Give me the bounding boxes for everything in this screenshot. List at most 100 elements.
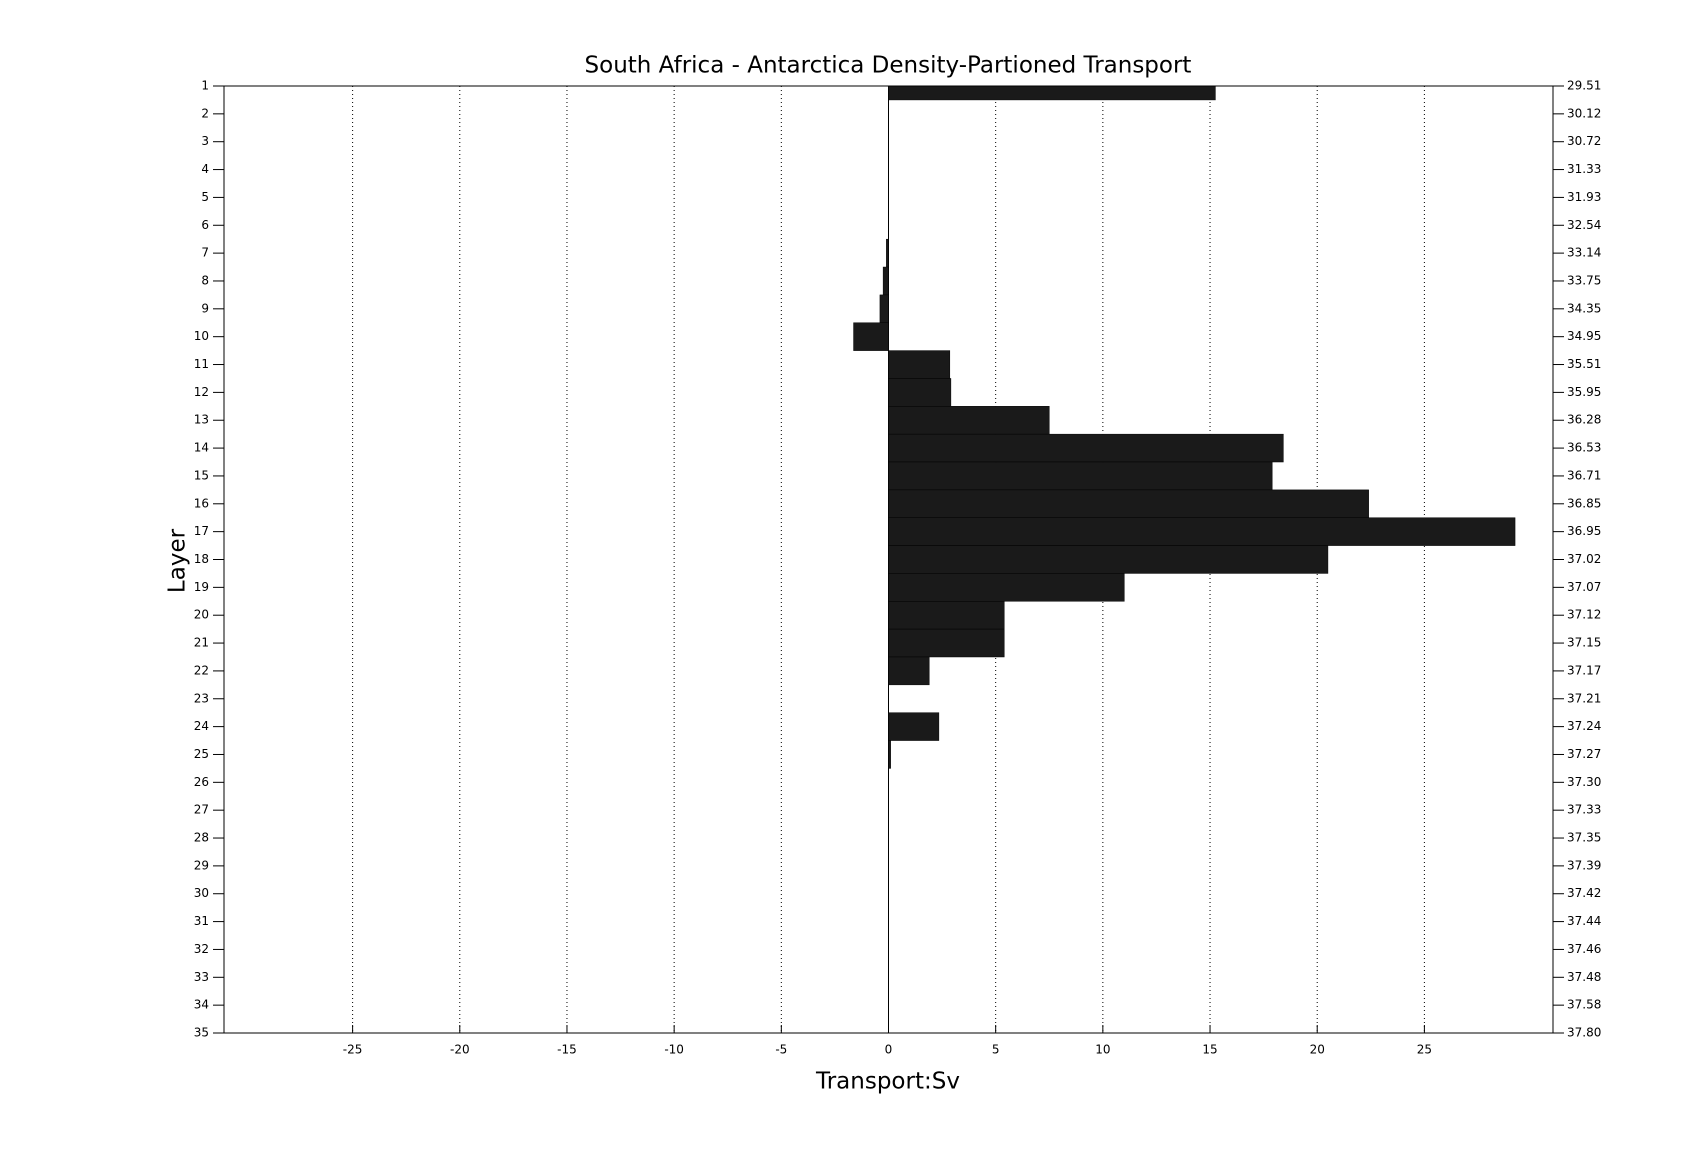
y-tick-label: 31 bbox=[194, 914, 209, 928]
y-tick-label: 13 bbox=[194, 413, 209, 427]
y-tick-label: 10 bbox=[194, 329, 209, 343]
y2-tick-label: 34.95 bbox=[1567, 329, 1601, 343]
bar bbox=[882, 266, 889, 296]
y2-tick-label: 37.44 bbox=[1567, 914, 1601, 928]
x-tick-label: -20 bbox=[450, 1043, 470, 1057]
x-tick-label: 25 bbox=[1417, 1043, 1432, 1057]
y-tick-label: 7 bbox=[201, 246, 209, 260]
y2-tick-label: 37.12 bbox=[1567, 608, 1601, 622]
y2-tick-label: 35.95 bbox=[1567, 385, 1601, 399]
y2-tick-label: 37.58 bbox=[1567, 998, 1601, 1012]
bar bbox=[888, 461, 1273, 491]
y-tick-label: 21 bbox=[194, 636, 209, 650]
y2-tick-label: 34.35 bbox=[1567, 301, 1601, 315]
x-axis-label: Transport:Sv bbox=[815, 1069, 960, 1095]
y-tick-label: 23 bbox=[194, 691, 209, 705]
bar bbox=[888, 601, 1005, 630]
y-tick-label: 8 bbox=[201, 273, 209, 287]
bar bbox=[888, 406, 1050, 435]
bar bbox=[886, 238, 889, 268]
bar bbox=[888, 378, 952, 407]
bar bbox=[888, 545, 1329, 574]
bar bbox=[879, 294, 889, 324]
y-tick-label: 17 bbox=[194, 524, 209, 538]
y2-tick-label: 35.51 bbox=[1567, 357, 1601, 371]
y2-tick-label: 37.33 bbox=[1567, 803, 1601, 817]
bar bbox=[888, 573, 1125, 602]
y-tick-label: 32 bbox=[194, 942, 209, 956]
y2-tick-label: 37.30 bbox=[1567, 775, 1601, 789]
y-tick-label: 34 bbox=[194, 998, 209, 1012]
y2-tick-label: 30.12 bbox=[1567, 106, 1601, 120]
y-tick-label: 19 bbox=[194, 580, 209, 594]
y-tick-label: 6 bbox=[201, 218, 209, 232]
y2-tick-label: 32.54 bbox=[1567, 218, 1601, 232]
y-tick-label: 22 bbox=[194, 663, 209, 677]
y2-tick-label: 30.72 bbox=[1567, 134, 1601, 148]
y-tick-label: 9 bbox=[201, 301, 209, 315]
y2-tick-label: 31.93 bbox=[1567, 190, 1601, 204]
y2-tick-label: 37.35 bbox=[1567, 831, 1601, 845]
y2-tick-label: 36.53 bbox=[1567, 441, 1601, 455]
bar bbox=[888, 350, 951, 379]
y2-tick-label: 33.14 bbox=[1567, 246, 1601, 260]
y2-tick-label: 36.95 bbox=[1567, 524, 1601, 538]
y-tick-label: 12 bbox=[194, 385, 209, 399]
y-axis-label: Layer bbox=[165, 528, 191, 593]
y-tick-label: 4 bbox=[201, 162, 209, 176]
y-tick-label: 26 bbox=[194, 775, 209, 789]
y-tick-label: 24 bbox=[194, 719, 209, 733]
y2-tick-label: 37.46 bbox=[1567, 942, 1601, 956]
y2-tick-label: 37.27 bbox=[1567, 747, 1601, 761]
x-tick-label: 10 bbox=[1095, 1043, 1110, 1057]
y2-tick-label: 36.85 bbox=[1567, 496, 1601, 510]
x-tick-label: -15 bbox=[557, 1043, 577, 1057]
y-tick-label: 35 bbox=[194, 1026, 209, 1040]
y-tick-label: 28 bbox=[194, 831, 209, 845]
y-tick-label: 11 bbox=[194, 357, 209, 371]
bar bbox=[888, 517, 1516, 546]
y-tick-label: 3 bbox=[201, 134, 209, 148]
plot-frame bbox=[223, 85, 1554, 1034]
y2-tick-label: 37.15 bbox=[1567, 636, 1601, 650]
y-tick-label: 2 bbox=[201, 106, 209, 120]
y-tick-label: 1 bbox=[201, 79, 209, 93]
y2-tick-label: 36.71 bbox=[1567, 468, 1601, 482]
x-tick-label: 5 bbox=[992, 1043, 1000, 1057]
y-tick-label: 27 bbox=[194, 803, 209, 817]
x-tick-label: -5 bbox=[775, 1043, 787, 1057]
x-tick-label: 15 bbox=[1202, 1043, 1217, 1057]
bar bbox=[888, 433, 1284, 463]
y2-tick-label: 37.07 bbox=[1567, 580, 1601, 594]
bar bbox=[888, 740, 891, 769]
y-tick-label: 15 bbox=[194, 468, 209, 482]
bar bbox=[888, 656, 930, 686]
y2-tick-label: 37.48 bbox=[1567, 970, 1601, 984]
y2-tick-label: 37.24 bbox=[1567, 719, 1601, 733]
bar bbox=[888, 489, 1369, 518]
y-tick-label: 14 bbox=[194, 441, 209, 455]
chart-title: South Africa - Antarctica Density-Partio… bbox=[585, 53, 1192, 79]
y2-tick-label: 37.17 bbox=[1567, 663, 1601, 677]
x-tick-label: 20 bbox=[1310, 1043, 1325, 1057]
x-tick-label: -10 bbox=[664, 1043, 684, 1057]
y-tick-label: 25 bbox=[194, 747, 209, 761]
y-tick-label: 29 bbox=[194, 858, 209, 872]
y-tick-label: 18 bbox=[194, 552, 209, 566]
y-tick-label: 30 bbox=[194, 886, 209, 900]
bar bbox=[853, 322, 889, 351]
bar bbox=[888, 712, 940, 741]
y2-tick-label: 31.33 bbox=[1567, 162, 1601, 176]
y2-tick-label: 37.80 bbox=[1567, 1026, 1601, 1040]
x-tick-label: 0 bbox=[885, 1043, 893, 1057]
y2-tick-label: 37.21 bbox=[1567, 691, 1601, 705]
y2-tick-label: 37.02 bbox=[1567, 552, 1601, 566]
y-tick-label: 5 bbox=[201, 190, 209, 204]
x-tick-label: -25 bbox=[343, 1043, 363, 1057]
y2-tick-label: 33.75 bbox=[1567, 273, 1601, 287]
y2-tick-label: 37.39 bbox=[1567, 858, 1601, 872]
y2-tick-label: 36.28 bbox=[1567, 413, 1601, 427]
y-tick-label: 16 bbox=[194, 496, 209, 510]
y-tick-label: 20 bbox=[194, 608, 209, 622]
